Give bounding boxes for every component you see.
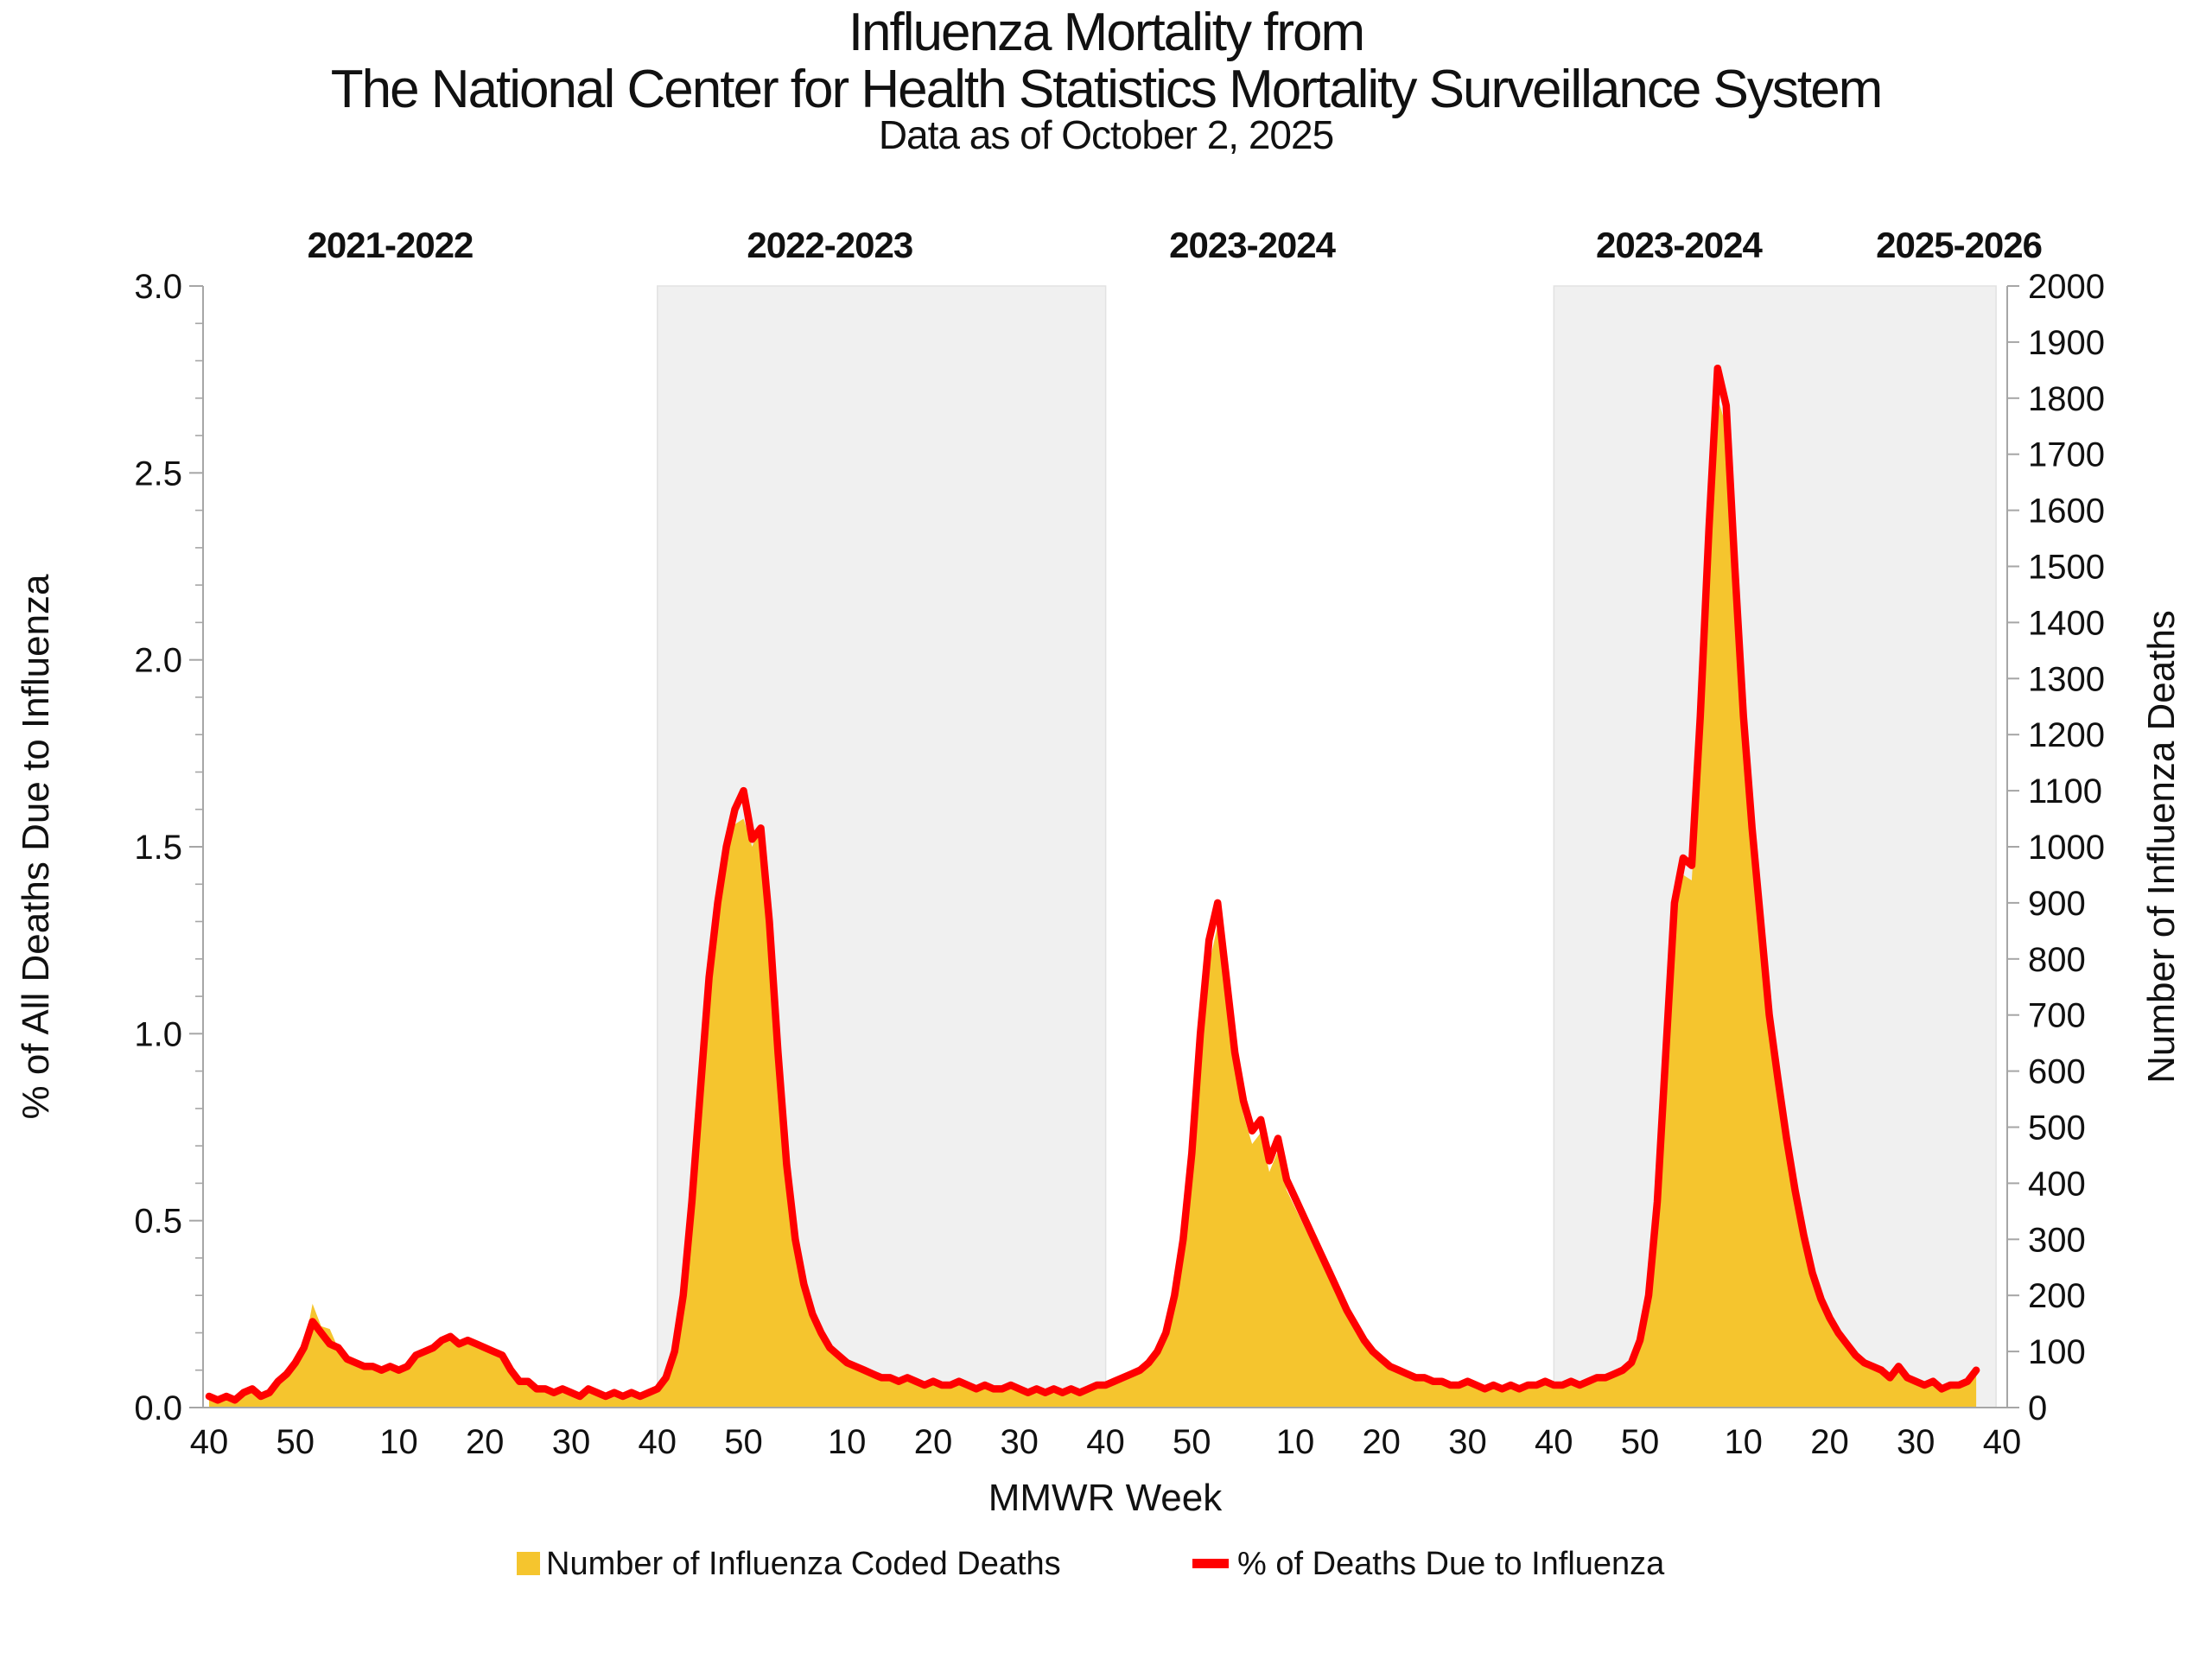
x-axis-tick-label: 30 [1000, 1423, 1039, 1461]
x-axis-tick-label: 50 [1621, 1423, 1660, 1461]
left-axis-tick-label: 0.5 [134, 1203, 182, 1241]
right-axis-tick-label: 100 [2028, 1333, 2086, 1371]
left-axis-tick-label: 1.5 [134, 829, 182, 867]
x-axis-tick-label: 20 [1362, 1423, 1401, 1461]
season-label: 2023-2024 [1169, 225, 1336, 265]
right-axis-tick-label: 1200 [2028, 716, 2105, 754]
pct-deaths-line [205, 364, 1980, 1404]
x-axis-tick-label: 20 [914, 1423, 953, 1461]
legend-swatch-deaths-area [517, 1552, 540, 1575]
x-axis-tick-label: 20 [1810, 1423, 1849, 1461]
x-axis-tick-label: 30 [552, 1423, 591, 1461]
x-axis-tick-label: 10 [1724, 1423, 1763, 1461]
chart-title-line1: Influenza Mortality from [849, 3, 1363, 62]
plot-area: 3.02.52.01.51.00.50.02000190018001700160… [134, 225, 2105, 1461]
left-axis-tick-label: 2.0 [134, 642, 182, 680]
legend-label-deaths-area: Number of Influenza Coded Deaths [546, 1546, 1061, 1582]
right-axis-tick-label: 0 [2028, 1389, 2047, 1427]
x-axis-tick-label: 50 [1173, 1423, 1211, 1461]
season-label: 2025-2026 [1876, 225, 2042, 265]
left-axis-tick-label: 2.5 [134, 454, 182, 493]
right-axis-tick-label: 1100 [2028, 772, 2102, 810]
right-axis-tick-label: 1600 [2028, 493, 2105, 531]
right-axis-tick-label: 1700 [2028, 436, 2105, 474]
x-axis-tick-label: 10 [828, 1423, 867, 1461]
legend-label-pct-line: % of Deaths Due to Influenza [1237, 1546, 1665, 1582]
chart-title-line2: The National Center for Health Statistic… [331, 60, 1882, 119]
right-axis-tick-label: 800 [2028, 941, 2086, 979]
right-axis-tick-label: 300 [2028, 1221, 2086, 1259]
x-axis-tick-label: 20 [466, 1423, 505, 1461]
right-axis-title: Number of Influenza Deaths [2140, 610, 2183, 1084]
x-axis-title: MMWR Week [988, 1477, 1224, 1519]
right-axis-tick-label: 1500 [2028, 549, 2105, 587]
x-axis-tick-label: 40 [639, 1423, 677, 1461]
x-axis-tick-label: 30 [1448, 1423, 1487, 1461]
left-axis-tick-label: 3.0 [134, 268, 182, 306]
right-axis-tick-label: 400 [2028, 1165, 2086, 1203]
x-axis-tick-label: 50 [724, 1423, 763, 1461]
x-axis-tick-label: 10 [379, 1423, 418, 1461]
influenza-coded-deaths-area [209, 397, 1977, 1408]
x-axis-tick-label: 10 [1276, 1423, 1315, 1461]
right-axis-tick-label: 1400 [2028, 604, 2105, 642]
right-axis-tick-label: 600 [2028, 1053, 2086, 1091]
chart-subtitle: Data as of October 2, 2025 [879, 112, 1333, 157]
legend: Number of Influenza Coded Deaths % of De… [517, 1546, 1665, 1582]
right-axis-tick-label: 500 [2028, 1109, 2086, 1147]
right-axis-tick-label: 1900 [2028, 324, 2105, 362]
season-label: 2022-2023 [747, 225, 912, 265]
x-axis-tick-label: 40 [1086, 1423, 1125, 1461]
x-axis-tick-label: 50 [276, 1423, 315, 1461]
right-axis-tick-label: 1000 [2028, 829, 2105, 867]
right-axis-tick-label: 200 [2028, 1277, 2086, 1315]
left-axis-title: % of All Deaths Due to Influenza [15, 574, 57, 1120]
left-axis-tick-label: 0.0 [134, 1389, 182, 1427]
x-axis-tick-label: 40 [1983, 1423, 2022, 1461]
x-axis-tick-label: 40 [190, 1423, 229, 1461]
legend-swatch-pct-line [1192, 1559, 1229, 1568]
right-axis-tick-label: 2000 [2028, 268, 2105, 306]
right-axis-tick-label: 1300 [2028, 660, 2105, 698]
left-axis-tick-label: 1.0 [134, 1015, 182, 1053]
x-axis-tick-label: 30 [1897, 1423, 1936, 1461]
right-axis-tick-label: 1800 [2028, 380, 2105, 418]
season-label: 2023-2024 [1596, 225, 1763, 265]
season-label: 2021-2022 [308, 225, 474, 265]
x-axis-tick-label: 40 [1535, 1423, 1573, 1461]
right-axis-tick-label: 900 [2028, 885, 2086, 923]
right-axis-tick-label: 700 [2028, 997, 2086, 1035]
